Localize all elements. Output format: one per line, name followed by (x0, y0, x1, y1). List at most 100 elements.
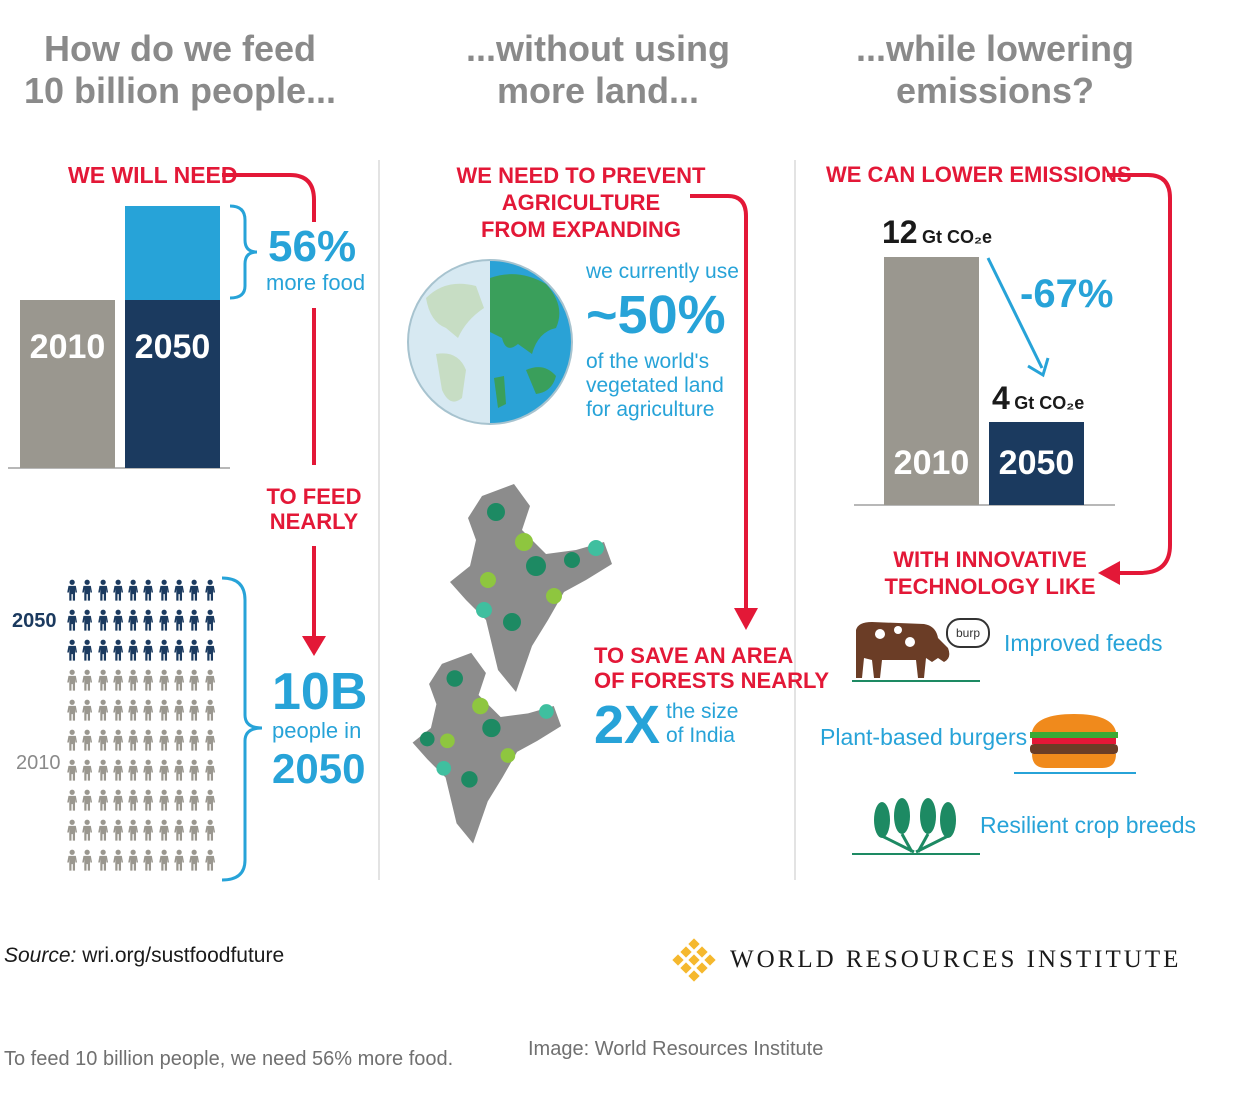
person-icon (113, 579, 123, 601)
person-icon (159, 759, 169, 781)
source-link[interactable]: wri.org/sustfoodfuture (82, 944, 285, 967)
person-icon (143, 699, 154, 721)
size-line2: of India (666, 724, 735, 747)
person-icon (97, 729, 108, 751)
person-icon (159, 669, 169, 691)
person-icon (82, 729, 93, 751)
col1-heading-line2: 10 billion people... (23, 70, 337, 111)
bar-2050-food (125, 300, 220, 468)
col2-heading-line2: more land... (496, 70, 700, 111)
person-icon (97, 669, 108, 691)
people-label-2010: 2010 (16, 752, 61, 774)
col1-heading-line1: How do we feed (43, 28, 317, 69)
wri-wordmark: WORLD RESOURCES INSTITUTE (730, 946, 1182, 973)
emissions-change-pct: -67% (1020, 272, 1114, 316)
land-use-pct: ~50% (586, 285, 726, 345)
person-icon (97, 609, 108, 631)
plant-burgers-label: Plant-based burgers (820, 724, 1028, 750)
person-icon (204, 789, 215, 811)
person-icon (67, 759, 78, 781)
burger-icon (1014, 714, 1136, 774)
bar-2010-food-label: 2010 (29, 328, 106, 366)
person-icon (143, 849, 154, 871)
innov-line2: TECHNOLOGY LIKE (884, 574, 1096, 599)
people-row-2010 (66, 727, 216, 753)
person-icon (189, 579, 200, 601)
person-icon (128, 639, 139, 661)
person-icon (67, 849, 78, 871)
person-icon (113, 669, 123, 691)
bar-2010-emissions (884, 257, 979, 505)
image-credit: Image: World Resources Institute (528, 1038, 824, 1060)
to-feed-line1: TO FEED (266, 484, 362, 509)
col2-heading: ...without using more land... (418, 28, 778, 112)
person-icon (97, 639, 108, 661)
person-icon (189, 729, 200, 751)
prevent-line2: FROM EXPANDING (480, 217, 682, 242)
prevent-label: WE NEED TO PREVENT AGRICULTURE FROM EXPA… (396, 162, 766, 243)
person-icon (204, 819, 215, 841)
person-icon (113, 819, 123, 841)
save-line2: OF FORESTS NEARLY (594, 668, 830, 693)
person-icon (174, 669, 185, 691)
person-icon (82, 639, 93, 661)
person-icon (67, 579, 78, 601)
globe-icon (407, 259, 573, 425)
person-icon (128, 699, 139, 721)
person-icon (143, 639, 154, 661)
size-of-india-label: the size of India (666, 700, 738, 748)
person-icon (189, 609, 200, 631)
people-year: 2050 (272, 745, 366, 792)
person-icon (82, 789, 93, 811)
prevent-line1: WE NEED TO PREVENT AGRICULTURE (456, 163, 706, 215)
people-row-2050 (66, 637, 216, 663)
col2-heading-line1: ...without using (466, 28, 730, 69)
person-icon (159, 849, 169, 871)
emissions-2050-unit: Gt CO₂e (1014, 393, 1085, 413)
of-world-line2: vegetated land (586, 374, 724, 397)
person-icon (143, 669, 154, 691)
india-map-icon (450, 484, 612, 692)
person-icon (128, 849, 139, 871)
col3-heading: ...while lowering emissions? (810, 28, 1180, 112)
person-icon (128, 609, 139, 631)
col3-heading-line1: ...while lowering (855, 28, 1135, 69)
person-icon (113, 699, 123, 721)
person-icon (97, 849, 108, 871)
person-icon (189, 699, 200, 721)
person-icon (82, 579, 93, 601)
person-icon (97, 699, 108, 721)
bar-2050-emissions (989, 422, 1084, 505)
to-feed-label: TO FEED NEARLY (260, 484, 368, 534)
innovative-label: WITH INNOVATIVE TECHNOLOGY LIKE (880, 546, 1100, 600)
people-row-2010 (66, 757, 216, 783)
people-row-2050 (66, 577, 216, 603)
of-world-label: of the world's vegetated land for agricu… (586, 350, 724, 422)
size-line1: the size (666, 700, 739, 723)
person-icon (174, 759, 185, 781)
burp-text: burp (955, 626, 981, 640)
source-line: Source: wri.org/sustfoodfuture (4, 944, 284, 968)
person-icon (143, 579, 154, 601)
person-icon (113, 729, 123, 751)
save-line1: TO SAVE AN AREA (594, 643, 794, 668)
people-label-2050: 2050 (12, 610, 57, 632)
person-icon (143, 729, 154, 751)
emissions-2010-unit: Gt CO₂e (922, 227, 993, 247)
person-icon (189, 759, 200, 781)
person-icon (204, 849, 215, 871)
person-icon (204, 699, 215, 721)
person-icon (174, 819, 185, 841)
person-icon (128, 579, 139, 601)
bar-2010-food (20, 300, 115, 468)
person-icon (82, 609, 93, 631)
person-icon (128, 669, 139, 691)
person-icon (113, 789, 123, 811)
person-icon (113, 609, 123, 631)
person-icon (143, 819, 154, 841)
we-will-need-label: WE WILL NEED (68, 162, 238, 188)
person-icon (128, 729, 139, 751)
person-icon (159, 699, 169, 721)
person-icon (113, 849, 123, 871)
person-icon (143, 609, 154, 631)
